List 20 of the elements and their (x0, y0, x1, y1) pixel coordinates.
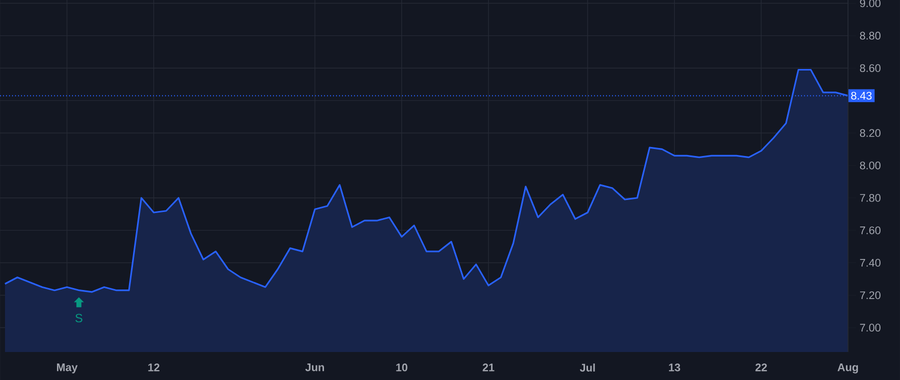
x-tick-label: 12 (148, 364, 160, 372)
annotation: S (75, 314, 82, 322)
x-tick-label: May (57, 364, 78, 374)
y-tick-label: 8.80 (860, 32, 880, 40)
x-tick-label: Jun (305, 364, 324, 372)
y-tick-label: 7.00 (860, 324, 880, 332)
y-tick-label: 7.20 (860, 291, 880, 300)
y-tick-label: 7.80 (860, 194, 880, 202)
y-tick-label: 8.00 (860, 162, 880, 170)
x-tick-label: Aug (838, 364, 858, 374)
x-tick-label: 13 (669, 364, 680, 372)
x-tick-label: 21 (482, 364, 494, 372)
ref-line-label: 8.43 (851, 92, 872, 100)
y-tick-label: 8.20 (860, 129, 880, 137)
y-tick-label: 7.60 (860, 226, 880, 234)
x-tick-label: 10 (396, 364, 408, 372)
y-tick-label: 8.60 (860, 64, 880, 72)
x-tick-label: 22 (755, 364, 767, 372)
y-tick-label: 7.40 (860, 258, 880, 267)
x-tick-label: Jul (580, 364, 595, 372)
